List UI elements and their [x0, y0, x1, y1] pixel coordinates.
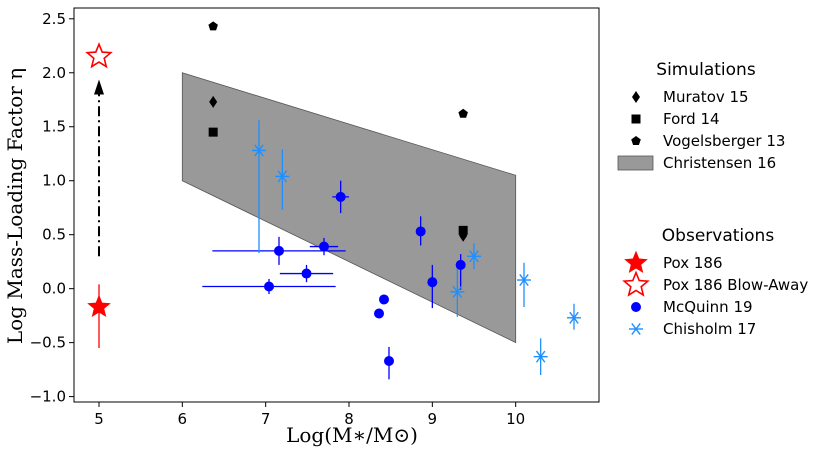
y-tick-label: 1.5: [42, 118, 66, 136]
mcquinn-19-point: [301, 268, 312, 279]
chisholm-17-point: [567, 311, 581, 324]
legend-simulations-title: Simulations: [656, 60, 756, 80]
y-tick-label: −1.0: [30, 388, 66, 406]
chisholm-17-point: [517, 274, 531, 287]
y-tick-label: 2.0: [42, 64, 66, 82]
y-axis-label: Log Mass-Loading Factor η: [3, 68, 27, 344]
x-axis-label: Log(M∗/M⊙): [286, 423, 418, 447]
y-tick-label: −0.5: [30, 334, 66, 352]
y-tick-label: 0.5: [42, 226, 66, 244]
pox-186-point: [87, 294, 111, 317]
x-tick-label: 10: [506, 410, 525, 428]
x-tick-label: 7: [261, 410, 271, 428]
axes: 5 6 7 8 9 10 −1.0 −0.5 0.0 0.5 1.0 1.5 2.0 2.5: [30, 10, 526, 428]
y-tick-label: 0.0: [42, 280, 66, 298]
mcquinn-19-point: [455, 259, 466, 270]
mcquinn-19-point: [264, 281, 274, 292]
ford-14-point: [208, 127, 218, 137]
chisholm-17-point: [533, 350, 548, 363]
muratov-15-point: [209, 95, 218, 108]
x-tick-label: 5: [94, 410, 104, 428]
mcquinn-19-point: [379, 294, 389, 305]
pox-186-blow-away-point: [85, 42, 113, 69]
legend-marker-vogelsberger-13: [631, 136, 641, 145]
chisholm-17-point: [275, 170, 290, 183]
mcquinn-19-point: [384, 355, 394, 366]
legend-marker-pox-186-blow-away: [622, 270, 650, 297]
vogelsberger-13-point: [208, 21, 218, 31]
chisholm-17-point: [450, 285, 465, 298]
chisholm-17-point: [252, 144, 266, 157]
legend-label: McQuinn 19: [663, 298, 753, 316]
legend-label: Muratov 15: [663, 88, 749, 106]
legend-observations: Observations Pox 186 Pox 186 Blow-Away McQ…: [622, 226, 808, 338]
legend-marker-muratov-15: [632, 91, 640, 103]
mcquinn-19-point: [274, 245, 284, 256]
legend-label: Christensen 16: [663, 154, 776, 172]
x-tick-label: 8: [344, 410, 354, 428]
legend-marker-pox-186: [624, 250, 648, 273]
mcquinn-19-point: [335, 191, 346, 202]
legend-swatch-christensen-16: [617, 155, 654, 171]
blow-away-arrowhead: [94, 79, 104, 95]
legend-label: Vogelsberger 13: [663, 132, 785, 150]
legend-label: Chisholm 17: [663, 320, 756, 338]
legend-simulations: Simulations Muratov 15 Ford 14 Vogelsberge…: [617, 60, 785, 172]
ford-14-point: [458, 225, 468, 235]
legend-label: Pox 186: [663, 254, 723, 272]
annotation-layer: [94, 79, 104, 257]
x-tick-label: 9: [428, 410, 438, 428]
x-tick-label: 6: [178, 410, 188, 428]
plot-frame: [73, 7, 600, 403]
mcquinn-19-point: [415, 226, 426, 237]
legend-marker-ford-14: [631, 114, 641, 124]
legend-observations-title: Observations: [662, 226, 775, 246]
legend-label: Pox 186 Blow-Away: [663, 276, 808, 294]
mcquinn-19-point: [374, 308, 384, 319]
marker-layer: [85, 21, 581, 366]
legend-marker-chisholm-17: [629, 322, 643, 336]
legend-marker-mcquinn-19: [631, 302, 641, 312]
mcquinn-19-point: [427, 277, 438, 288]
mcquinn-19-point: [319, 241, 329, 252]
y-tick-label: 2.5: [42, 10, 66, 28]
legend-label: Ford 14: [663, 110, 720, 128]
y-tick-label: 1.0: [42, 172, 66, 190]
chisholm-17-point: [467, 250, 481, 263]
vogelsberger-13-point: [458, 108, 468, 118]
